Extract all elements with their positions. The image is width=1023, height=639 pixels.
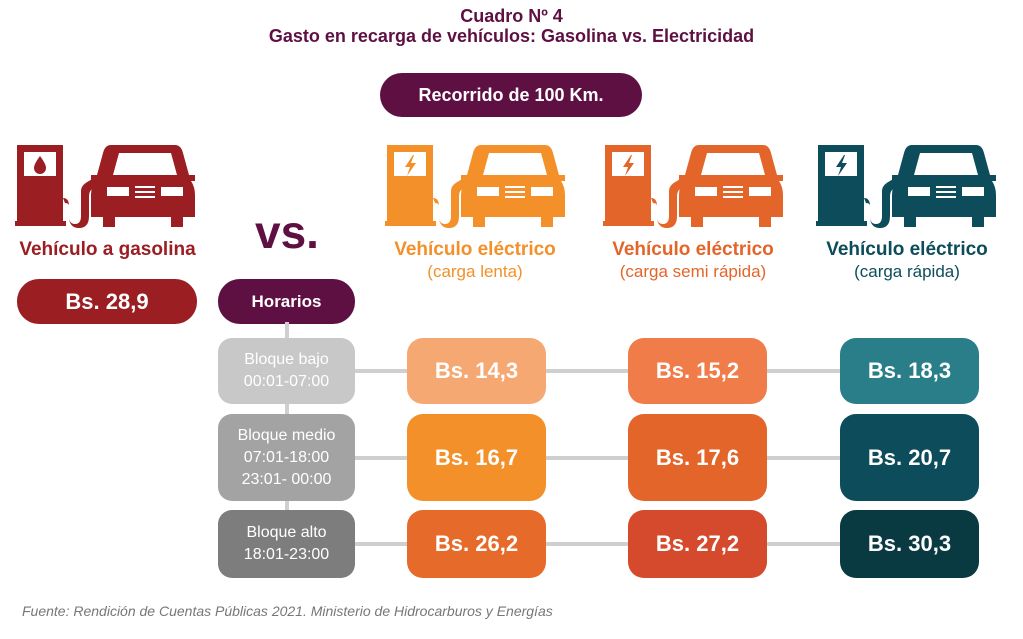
cost-cell: Bs. 18,3 (840, 338, 979, 404)
ev-charger-car-icon (385, 145, 565, 228)
block-high: Bloque alto 18:01-23:00 (218, 510, 355, 578)
cost-cell: Bs. 17,6 (628, 414, 767, 501)
ev-charger-car-icon (816, 145, 996, 228)
source-note: Fuente: Rendición de Cuentas Públicas 20… (22, 603, 553, 619)
cost-cell: Bs. 30,3 (840, 510, 979, 578)
ev-semifast-label: Vehículo eléctrico (carga semi rápida) (612, 239, 774, 281)
vs-label: vs. (255, 206, 319, 258)
connector-line (355, 369, 845, 373)
chart-title: Gasto en recarga de vehículos: Gasolina … (268, 26, 755, 46)
gasoline-cost: Bs. 28,9 (17, 279, 197, 324)
connector-line (355, 542, 845, 546)
ev-fast-label: Vehículo eléctrico (carga rápida) (826, 239, 988, 281)
cost-cell: Bs. 26,2 (407, 510, 546, 578)
block-low: Bloque bajo 00:01-07:00 (218, 338, 355, 404)
cost-cell: Bs. 20,7 (840, 414, 979, 501)
ev-slow-label: Vehículo eléctrico (carga lenta) (394, 239, 556, 281)
distance-badge: Recorrido de 100 Km. (380, 73, 642, 117)
cost-cell: Bs. 27,2 (628, 510, 767, 578)
chart-number: Cuadro Nº 4 (460, 6, 563, 26)
cost-cell: Bs. 15,2 (628, 338, 767, 404)
schedule-header: Horarios (218, 279, 355, 324)
cost-cell: Bs. 16,7 (407, 414, 546, 501)
ev-charger-car-icon (603, 145, 783, 228)
gas-pump-car-icon (15, 145, 195, 228)
connector-line (355, 456, 845, 460)
gasoline-vehicle-label: Vehículo a gasolina (19, 239, 196, 260)
block-medium: Bloque medio 07:01-18:00 23:01- 00:00 (218, 414, 355, 501)
cost-cell: Bs. 14,3 (407, 338, 546, 404)
